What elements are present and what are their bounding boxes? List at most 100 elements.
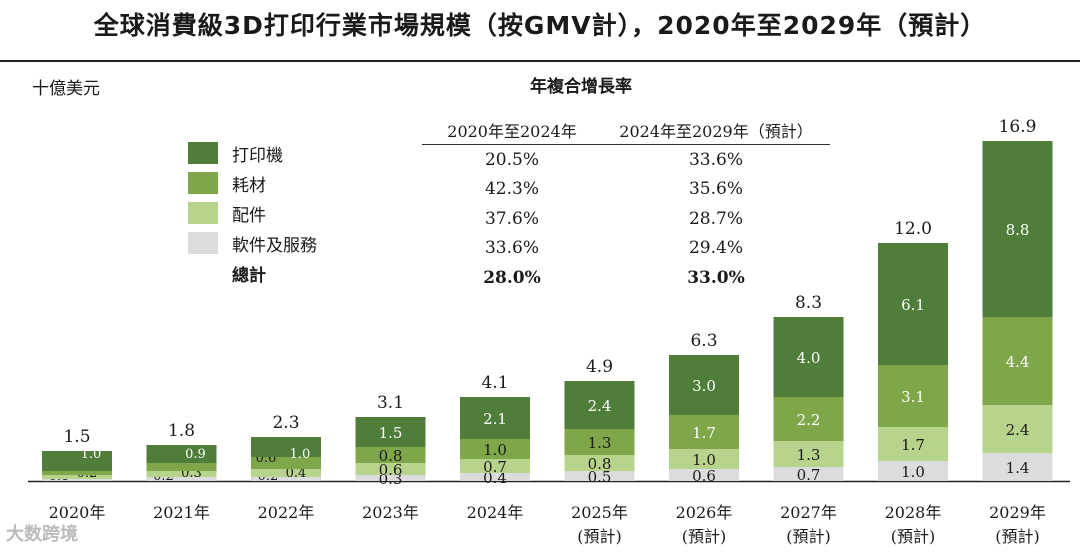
segment-value-label: 1.0 — [901, 463, 925, 481]
x-tick-label: 2024年 — [467, 503, 524, 522]
bar-segment — [42, 479, 112, 481]
legend-item-accessories: 配件 — [188, 198, 317, 228]
bar-segment — [251, 457, 321, 469]
cagr-row-printer: 20.5% 33.6% — [422, 145, 830, 175]
bar-segment — [355, 447, 426, 463]
bar-segment — [355, 463, 426, 475]
x-tick-label: 2022年 — [258, 503, 315, 522]
bar-segment — [146, 463, 217, 471]
cagr-value: 28.7% — [688, 208, 743, 229]
cagr-row-total: 28.0% 33.0% — [422, 263, 830, 293]
cagr-table: 2020年至2024年 2024年至2029年（預計） 20.5% 33.6% … — [422, 118, 830, 293]
bar-total-label: 3.1 — [377, 393, 404, 413]
segment-value-label: 0.8 — [588, 455, 612, 473]
cagr-value: 35.6% — [688, 179, 743, 200]
segment-value-label: 1.0 — [81, 447, 102, 462]
segment-value-label: 1.7 — [901, 436, 925, 454]
segment-value-label: 1.7 — [692, 424, 716, 442]
bar-segment — [878, 243, 948, 365]
bar-segment — [982, 317, 1053, 405]
segment-value-label: 1.0 — [692, 451, 716, 469]
cagr-value: 37.6% — [484, 208, 539, 229]
bar-total-label: 1.8 — [168, 421, 195, 441]
bar-segment — [251, 477, 321, 481]
bar-segment — [982, 405, 1053, 453]
x-tick-label: 2027年 — [780, 503, 837, 522]
bar-total-label: 8.3 — [795, 293, 822, 313]
segment-value-label: 0.6 — [379, 461, 403, 479]
legend: 打印機 耗材 配件 軟件及服務 總計 — [188, 138, 317, 288]
cagr-value: 28.0% — [483, 267, 541, 288]
x-tick-label: 2025年 — [571, 503, 628, 522]
title-rule — [0, 60, 1080, 62]
x-tick-label: 2023年 — [362, 503, 419, 522]
cagr-table-header: 2020年至2024年 2024年至2029年（預計） — [422, 118, 830, 145]
cagr-value: 29.4% — [688, 238, 743, 259]
bar-segment — [460, 473, 530, 481]
bar-segment — [564, 471, 635, 481]
legend-label-software: 軟件及服務 — [232, 235, 317, 256]
bar-segment — [669, 449, 739, 469]
bar-segment — [460, 459, 530, 473]
cagr-value: 33.6% — [484, 238, 539, 259]
legend-label-printer: 打印機 — [232, 145, 283, 166]
legend-label-accessories: 配件 — [232, 205, 266, 226]
bar-segment — [42, 475, 112, 479]
legend-swatch-consumables — [188, 172, 218, 194]
chart-title: 全球消費級3D打印行業市場規模（按GMV計），2020年至2029年（預計） — [93, 11, 987, 40]
bar-segment — [146, 477, 217, 481]
cagr-col-2024-2029: 2024年至2029年（預計） — [619, 122, 813, 141]
cagr-row-consumables: 42.3% 35.6% — [422, 175, 830, 205]
segment-value-label: 3.0 — [692, 377, 716, 395]
bar-segment — [42, 471, 112, 475]
cagr-row-accessories: 37.6% 28.7% — [422, 204, 830, 234]
bar-total-label: 4.1 — [481, 373, 508, 393]
cagr-value: 42.3% — [484, 179, 539, 200]
bar-segment — [773, 317, 844, 397]
bar-total-label: 4.9 — [586, 357, 613, 377]
bar-segment — [878, 427, 948, 461]
legend-label-total: 總計 — [232, 265, 266, 286]
segment-value-label: 1.4 — [1006, 459, 1030, 477]
x-tick-label: 2021年 — [153, 503, 210, 522]
bar-segment — [251, 437, 321, 457]
segment-value-label: 0.4 — [483, 469, 507, 487]
legend-swatch-printer — [188, 142, 218, 164]
segment-value-label: 2.1 — [483, 410, 507, 428]
legend-item-software: 軟件及服務 — [188, 228, 317, 258]
cagr-header: 年複合增長率 — [530, 77, 632, 97]
cagr-value: 20.5% — [484, 149, 539, 170]
legend-item-total: 總計 — [188, 258, 317, 288]
bar-segment — [146, 471, 217, 477]
segment-value-label: 0.4 — [286, 466, 307, 481]
bar-segment — [564, 381, 635, 429]
bar-total-label: 16.9 — [999, 117, 1037, 137]
x-tick-label: 2029年 — [989, 503, 1046, 522]
segment-value-label: 4.4 — [1006, 353, 1030, 371]
bar-segment — [773, 441, 844, 467]
bar-total-label: 2.3 — [272, 413, 299, 433]
bar-segment — [146, 445, 217, 463]
cagr-value: 33.6% — [688, 149, 743, 170]
bar-segment — [878, 365, 948, 427]
bar-segment — [878, 461, 948, 481]
segment-value-label: 0.7 — [797, 466, 821, 484]
segment-value-label: 0.6 — [692, 467, 716, 485]
segment-value-label: 1.0 — [483, 441, 507, 459]
bar-segment — [773, 397, 844, 441]
bar-segment — [251, 469, 321, 477]
segment-value-label: 8.8 — [1006, 221, 1030, 239]
legend-swatch-software — [188, 232, 218, 254]
bar-segment — [564, 429, 635, 455]
legend-label-consumables: 耗材 — [232, 175, 266, 196]
bar-segment — [355, 475, 426, 481]
bar-segment — [982, 141, 1053, 317]
x-tick-sublabel: (預計) — [786, 527, 831, 546]
segment-value-label: 3.1 — [901, 388, 925, 406]
cagr-value: 33.0% — [687, 267, 745, 288]
bar-segment — [42, 451, 112, 471]
legend-item-printer: 打印機 — [188, 138, 317, 168]
segment-value-label: 0.5 — [588, 468, 612, 486]
x-tick-label: 2026年 — [676, 503, 733, 522]
